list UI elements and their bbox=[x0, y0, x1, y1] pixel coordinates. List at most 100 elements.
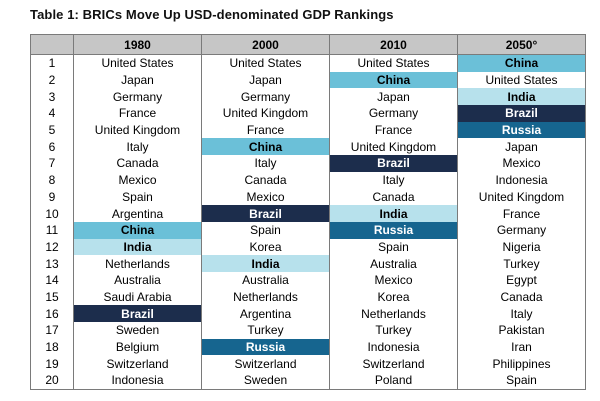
country-name: Netherlands bbox=[361, 306, 426, 321]
country-name: Saudi Arabia bbox=[103, 289, 172, 304]
table-row: 17 Sweden Turkey Turkey Pakistan bbox=[30, 322, 586, 339]
rank-cell: 19 bbox=[30, 355, 74, 373]
country-cell-1980: Argentina bbox=[73, 205, 202, 222]
country-name: Switzerland bbox=[362, 356, 425, 371]
country-cell-2000: Australia bbox=[201, 271, 330, 289]
country-name: Russia bbox=[245, 340, 286, 355]
country-cell-1980: Saudi Arabia bbox=[73, 288, 202, 306]
country-name: Japan bbox=[121, 73, 154, 88]
country-name: Australia bbox=[114, 273, 161, 288]
country-cell-2010: Australia bbox=[329, 255, 458, 272]
country-name: Canada bbox=[244, 173, 287, 188]
country-name: Germany bbox=[496, 223, 547, 238]
country-name: Switzerland bbox=[234, 356, 297, 371]
country-name: Germany bbox=[240, 89, 291, 104]
country-name: Spain bbox=[378, 239, 409, 254]
country-cell-2010: France bbox=[329, 121, 458, 139]
header-row: 1980 2000 2010 2050° bbox=[30, 34, 586, 55]
country-name: Japan bbox=[505, 139, 538, 154]
country-cell-2050: Brazil bbox=[457, 105, 586, 122]
table-row: 20 Indonesia Sweden Poland Spain bbox=[30, 372, 586, 390]
country-name: France bbox=[374, 123, 413, 138]
country-name: China bbox=[376, 73, 411, 88]
year-column-header-2010: 2010 bbox=[329, 34, 458, 55]
country-cell-2050: Japan bbox=[457, 138, 586, 156]
table-row: 3 Germany Germany Japan India bbox=[30, 88, 586, 106]
country-name: Nigeria bbox=[502, 239, 541, 254]
country-name: Russia bbox=[373, 223, 414, 238]
country-name: Canada bbox=[500, 289, 543, 304]
rank-cell: 10 bbox=[30, 205, 74, 222]
rank-column-header bbox=[30, 34, 74, 55]
country-cell-2050: Indonesia bbox=[457, 171, 586, 189]
country-cell-1980: Switzerland bbox=[73, 355, 202, 373]
country-name: Indonesia bbox=[111, 373, 164, 388]
year-column-header-2050: 2050° bbox=[457, 34, 586, 55]
country-name: Egypt bbox=[506, 273, 537, 288]
table-row: 18 Belgium Russia Indonesia Iran bbox=[30, 338, 586, 356]
country-cell-2000: United States bbox=[201, 54, 330, 72]
country-cell-2050: Egypt bbox=[457, 271, 586, 289]
country-name: United Kingdom bbox=[94, 123, 181, 138]
country-cell-1980: Spain bbox=[73, 188, 202, 206]
country-cell-1980: Belgium bbox=[73, 338, 202, 356]
country-name: Netherlands bbox=[105, 256, 170, 271]
table-row: 6 Italy China United Kingdom Japan bbox=[30, 138, 586, 156]
country-name: Turkey bbox=[247, 323, 284, 338]
country-name: France bbox=[118, 106, 157, 121]
country-name: France bbox=[502, 206, 541, 221]
country-name: China bbox=[120, 223, 155, 238]
country-name: Germany bbox=[112, 89, 163, 104]
country-name: Mexico bbox=[374, 273, 413, 288]
country-cell-2000: Switzerland bbox=[201, 355, 330, 373]
country-cell-1980: China bbox=[73, 221, 202, 239]
country-cell-2010: Russia bbox=[329, 221, 458, 239]
table-row: 4 France United Kingdom Germany Brazil bbox=[30, 105, 586, 122]
country-cell-2000: Japan bbox=[201, 71, 330, 89]
country-cell-2050: Iran bbox=[457, 338, 586, 356]
country-name: Mexico bbox=[118, 173, 157, 188]
country-name: India bbox=[507, 89, 536, 104]
rank-cell: 11 bbox=[30, 221, 74, 239]
year-column-header-1980: 1980 bbox=[73, 34, 202, 55]
country-name: Sweden bbox=[243, 373, 288, 388]
rank-cell: 16 bbox=[30, 305, 74, 322]
country-name: Philippines bbox=[492, 356, 551, 371]
table-row: 14 Australia Australia Mexico Egypt bbox=[30, 271, 586, 289]
country-name: Mexico bbox=[246, 189, 285, 204]
country-name: Australia bbox=[370, 256, 417, 271]
country-cell-2050: Germany bbox=[457, 221, 586, 239]
country-name: Germany bbox=[368, 106, 419, 121]
country-cell-2010: Brazil bbox=[329, 155, 458, 172]
country-name: Italy bbox=[382, 173, 405, 188]
country-name: Korea bbox=[377, 289, 410, 304]
country-cell-2000: India bbox=[201, 255, 330, 272]
country-cell-2010: Japan bbox=[329, 88, 458, 106]
country-cell-2000: Brazil bbox=[201, 205, 330, 222]
country-name: Spain bbox=[506, 373, 537, 388]
country-cell-1980: Italy bbox=[73, 138, 202, 156]
rank-cell: 8 bbox=[30, 171, 74, 189]
country-cell-2050: Italy bbox=[457, 305, 586, 322]
country-name: United States bbox=[229, 56, 302, 71]
country-cell-2000: China bbox=[201, 138, 330, 156]
country-cell-2000: Germany bbox=[201, 88, 330, 106]
country-cell-2010: Indonesia bbox=[329, 338, 458, 356]
country-cell-2050: United States bbox=[457, 71, 586, 89]
country-name: Italy bbox=[126, 139, 149, 154]
country-cell-2050: Russia bbox=[457, 121, 586, 139]
country-cell-2000: Sweden bbox=[201, 372, 330, 390]
country-cell-2000: Italy bbox=[201, 155, 330, 172]
country-cell-2050: Turkey bbox=[457, 255, 586, 272]
country-cell-1980: Netherlands bbox=[73, 255, 202, 272]
country-name: Australia bbox=[242, 273, 289, 288]
country-cell-2000: Russia bbox=[201, 338, 330, 356]
rank-cell: 14 bbox=[30, 271, 74, 289]
rank-cell: 15 bbox=[30, 288, 74, 306]
country-cell-2010: Korea bbox=[329, 288, 458, 306]
country-cell-2000: Turkey bbox=[201, 322, 330, 339]
country-cell-2050: China bbox=[457, 54, 586, 72]
gdp-rankings-table: 1980 2000 2010 2050° 1 United States Unite… bbox=[30, 34, 586, 390]
country-name: Netherlands bbox=[233, 289, 298, 304]
country-cell-2010: Italy bbox=[329, 171, 458, 189]
